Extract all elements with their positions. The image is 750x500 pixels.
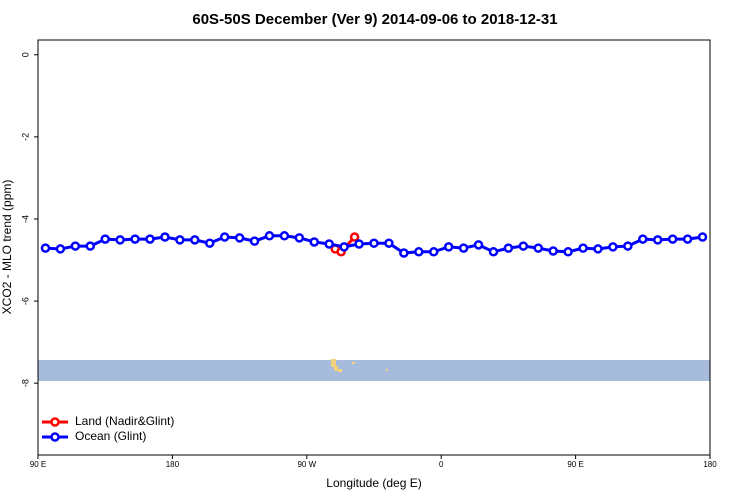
data-point [533, 243, 544, 253]
data-point [652, 235, 663, 245]
data-point [443, 242, 454, 252]
data-point [175, 235, 185, 245]
data-point [608, 242, 618, 252]
chart-title: 60S-50S December (Ver 9) 2014-09-06 to 2… [192, 11, 557, 28]
data-point [309, 237, 320, 247]
data-point [563, 247, 573, 257]
y-tick-label: 0 [20, 52, 30, 57]
data-point [204, 238, 215, 248]
x-tick-label: 180 [703, 460, 717, 469]
data-point [339, 242, 349, 252]
y-tick-label: -6 [20, 297, 30, 305]
data-point [399, 248, 409, 258]
data-point [219, 232, 230, 242]
data-point [85, 241, 96, 251]
data-point [458, 243, 469, 253]
legend-label: Land (Nadir&Glint) [75, 414, 174, 428]
land-patch [386, 369, 388, 371]
land-patch [334, 366, 338, 371]
data-point [503, 243, 514, 253]
data-point [697, 232, 708, 242]
data-point [100, 234, 110, 244]
data-point [130, 234, 140, 244]
data-point [234, 233, 245, 243]
legend-marker [50, 417, 60, 427]
data-point [667, 234, 678, 244]
y-tick-label: -4 [20, 215, 30, 223]
map-strip [38, 360, 710, 381]
x-tick-label: 90 E [567, 460, 583, 469]
data-point [294, 233, 305, 243]
land-patch [331, 359, 336, 367]
data-point [324, 239, 334, 249]
data-point [384, 238, 394, 248]
y-tick-label: -2 [20, 133, 30, 141]
data-point [623, 241, 633, 251]
data-point [428, 247, 439, 257]
x-tick-label: 90 W [297, 460, 316, 469]
plot-frame [37, 39, 711, 456]
data-point [190, 235, 200, 245]
data-point [488, 247, 499, 257]
legend-label: Ocean (Glint) [75, 429, 146, 443]
data-point [369, 238, 379, 248]
data-point [593, 244, 603, 254]
data-point [578, 243, 588, 253]
y-axis-label: XCO2 - MLO trend (ppm) [0, 180, 14, 315]
data-point [354, 239, 364, 249]
y-tick-label: -8 [20, 379, 30, 387]
x-tick-label: 180 [166, 460, 180, 469]
x-axis-label: Longitude (deg E) [326, 476, 421, 490]
data-point [40, 243, 51, 253]
data-point [548, 246, 558, 256]
data-point [249, 236, 260, 246]
data-point [115, 235, 125, 245]
data-point [414, 247, 424, 257]
data-point [638, 234, 648, 244]
data-point [145, 234, 155, 244]
x-tick-label: 0 [439, 460, 444, 469]
x-tick-label: 90 E [30, 460, 46, 469]
data-point [682, 234, 693, 244]
data-point [279, 231, 290, 241]
land-patches [331, 359, 388, 372]
data-point [473, 240, 484, 250]
legend-marker [50, 432, 60, 442]
data-point [55, 244, 66, 254]
land-patch [352, 362, 355, 364]
data-point [518, 241, 529, 251]
data-point [160, 232, 170, 242]
data-point [70, 241, 81, 251]
data-point [264, 231, 275, 241]
land-patch [338, 369, 342, 372]
data-point [349, 232, 360, 242]
